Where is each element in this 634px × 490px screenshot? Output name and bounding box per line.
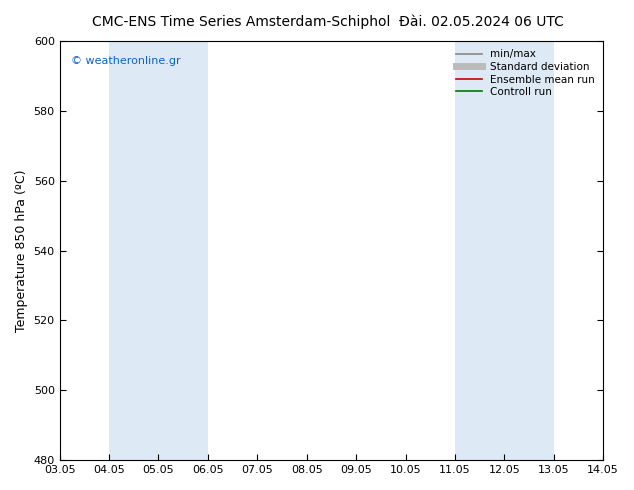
Text: Đài. 02.05.2024 06 UTC: Đài. 02.05.2024 06 UTC: [399, 15, 564, 29]
Bar: [109, 41, 208, 460]
Bar: [455, 41, 553, 460]
Bar: [603, 41, 634, 460]
Legend: min/max, Standard deviation, Ensemble mean run, Controll run: min/max, Standard deviation, Ensemble me…: [453, 46, 598, 100]
Y-axis label: Temperature 850 hPa (ºC): Temperature 850 hPa (ºC): [15, 170, 28, 332]
Text: © weatheronline.gr: © weatheronline.gr: [70, 56, 180, 66]
Text: CMC-ENS Time Series Amsterdam-Schiphol: CMC-ENS Time Series Amsterdam-Schiphol: [92, 15, 390, 29]
